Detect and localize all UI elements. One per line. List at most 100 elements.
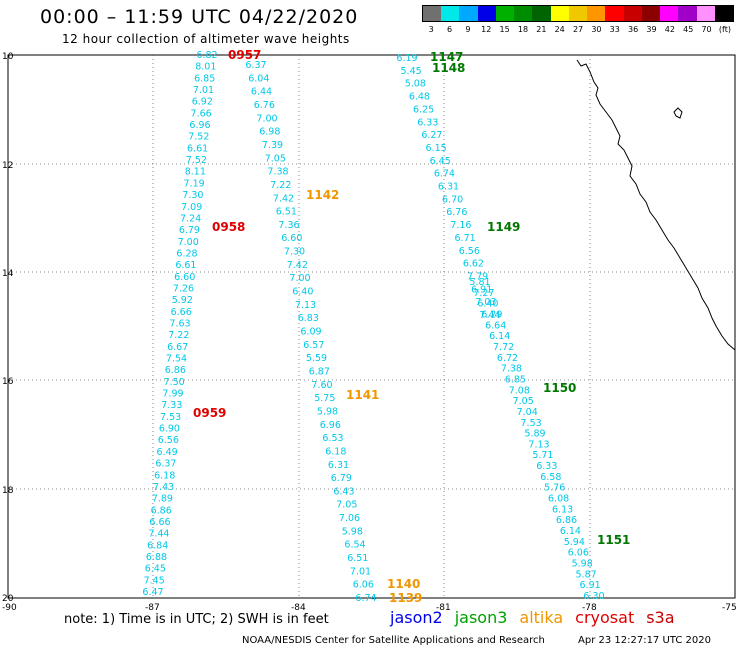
coastline: [576, 59, 736, 351]
wave-height-value: 6.54: [344, 540, 365, 551]
wave-height-value: 6.85: [194, 73, 215, 84]
wave-height-value: 7.45: [144, 575, 165, 586]
wave-height-value: 6.14: [560, 526, 581, 537]
wave-height-value: 6.29: [481, 310, 502, 321]
wave-height-value: 7.43: [153, 482, 174, 493]
wave-height-value: 7.99: [162, 389, 183, 400]
color-scale-label: 9: [465, 25, 471, 34]
color-swatch: [477, 6, 496, 21]
wave-height-value: 6.49: [157, 447, 178, 458]
track-layer: 6.828.016.857.016.927.666.967.526.617.52…: [142, 50, 604, 604]
pass-time-label: 0958: [212, 220, 245, 234]
wave-height-value: 6.91: [580, 580, 601, 591]
wave-height-value: 7.05: [265, 153, 286, 164]
lat-tick-14: 14: [2, 269, 14, 279]
footer-note: note: 1) Time is in UTC; 2) SWH is in fe…: [64, 612, 329, 627]
lat-grid: [8, 163, 735, 490]
wave-height-value: 7.30: [284, 247, 305, 258]
wave-height-value: 6.19: [396, 53, 417, 64]
wave-height-value: 5.89: [524, 429, 545, 440]
wave-height-value: 8.11: [185, 167, 206, 178]
wave-height-value: 6.76: [254, 100, 275, 111]
island-outline: [673, 107, 683, 119]
color-scale-label: 3: [428, 25, 434, 34]
wave-height-value: 7.04: [517, 407, 538, 418]
wave-height-value: 7.00: [256, 113, 277, 124]
wave-height-value: 6.86: [165, 365, 186, 376]
wave-height-value: 7.44: [148, 529, 169, 540]
wave-height-value: 6.43: [333, 486, 354, 497]
color-scale-label: (ft): [718, 25, 731, 34]
wave-height-value: 6.66: [149, 517, 170, 528]
wave-height-value: 7.52: [188, 132, 209, 143]
lon-tick-78: -78: [582, 603, 597, 613]
wave-height-value: 6.61: [187, 143, 208, 154]
lon-tick-84: -84: [291, 603, 306, 613]
wave-height-value: 6.76: [446, 207, 467, 218]
lon-tick-81: -81: [436, 603, 451, 613]
wave-height-value: 7.60: [311, 380, 332, 391]
color-scale-label: 21: [536, 25, 547, 34]
wave-height-value: 6.44: [251, 87, 272, 98]
wave-height-value: 6.40: [477, 299, 498, 310]
wave-height-value: 7.30: [182, 190, 203, 201]
color-swatch: [459, 6, 478, 21]
wave-height-value: 6.60: [281, 233, 302, 244]
color-swatch: [495, 6, 515, 21]
wave-height-value: 5.92: [172, 295, 193, 306]
wave-height-value: 6.51: [347, 553, 368, 564]
wave-height-value: 6.71: [455, 233, 476, 244]
lon-grid: [152, 55, 591, 598]
wave-height-value: 6.56: [459, 246, 480, 257]
wave-height-value: 8.01: [195, 62, 216, 73]
wave-height-value: 6.14: [489, 331, 510, 342]
wave-height-value: 7.54: [166, 354, 187, 365]
wave-height-value: 6.51: [276, 207, 297, 218]
legend-jason3: jason3: [454, 608, 508, 627]
page-subtitle: 12 hour collection of altimeter wave hei…: [62, 32, 350, 46]
color-scale-label: 42: [664, 25, 675, 34]
wave-height-value: 7.26: [173, 284, 194, 295]
wave-height-value: 5.98: [342, 526, 363, 537]
track-1142-1141-1140: 6.37 6.04 6.44 6.76 7.00 6.98 7.39 7.05 7.38 7.22…: [245, 60, 376, 604]
wave-height-value: 6.85: [505, 374, 526, 385]
color-scale-label: 24: [554, 25, 565, 34]
wave-height-value: 6.72: [497, 353, 518, 364]
wave-height-value: 6.60: [174, 272, 195, 283]
wave-height-value: 6.86: [151, 505, 172, 516]
wave-height-value: 6.56: [158, 435, 179, 446]
pass-time-label: 1139: [389, 591, 422, 605]
wave-height-value: 7.38: [501, 364, 522, 375]
wave-height-value: 7.63: [169, 319, 190, 330]
pass-time-label: 1141: [346, 388, 379, 402]
lat-tick-10: 10: [2, 52, 14, 62]
wave-height-value: 7.13: [528, 439, 549, 450]
color-swatch: [623, 6, 642, 21]
wave-height-value: 5.94: [564, 537, 585, 548]
wave-height-value: 5.81: [469, 277, 490, 288]
color-swatch: [605, 6, 624, 21]
wave-height-value: 6.74: [434, 169, 455, 180]
wave-height-value: 6.90: [159, 424, 180, 435]
color-scale-label: 45: [683, 25, 694, 34]
wave-height-value: 7.19: [184, 178, 205, 189]
wave-height-value: 6.86: [556, 515, 577, 526]
wave-height-value: 6.91: [471, 284, 492, 295]
wave-height-value: 6.98: [259, 127, 280, 138]
color-swatch: [660, 6, 679, 21]
wave-height-value: 6.92: [192, 97, 213, 108]
wave-height-value: 7.53: [160, 412, 181, 423]
wave-height-value: 7.00: [289, 273, 310, 284]
wave-height-value: 6.37: [245, 60, 266, 71]
wave-height-value: 7.52: [186, 155, 207, 166]
wave-height-value: 6.31: [438, 182, 459, 193]
color-scale-labels: 3 6 9 12 15 18 21 24 27 30 33 36 39 42 45 70 (ft): [422, 25, 734, 39]
wave-height-value: 6.09: [300, 327, 321, 338]
color-scale-bar: 3 6 9 12 15 18 21 24 27 30 33 36 39 42 45 70 (ft): [422, 5, 734, 39]
wave-height-value: 7.53: [521, 418, 542, 429]
wave-height-value: 7.24: [180, 213, 201, 224]
wave-height-value: 7.89: [152, 494, 173, 505]
wave-height-value: 7.50: [164, 377, 185, 388]
footer-credit: NOAA/NESDIS Center for Satellite Applica…: [242, 635, 545, 646]
